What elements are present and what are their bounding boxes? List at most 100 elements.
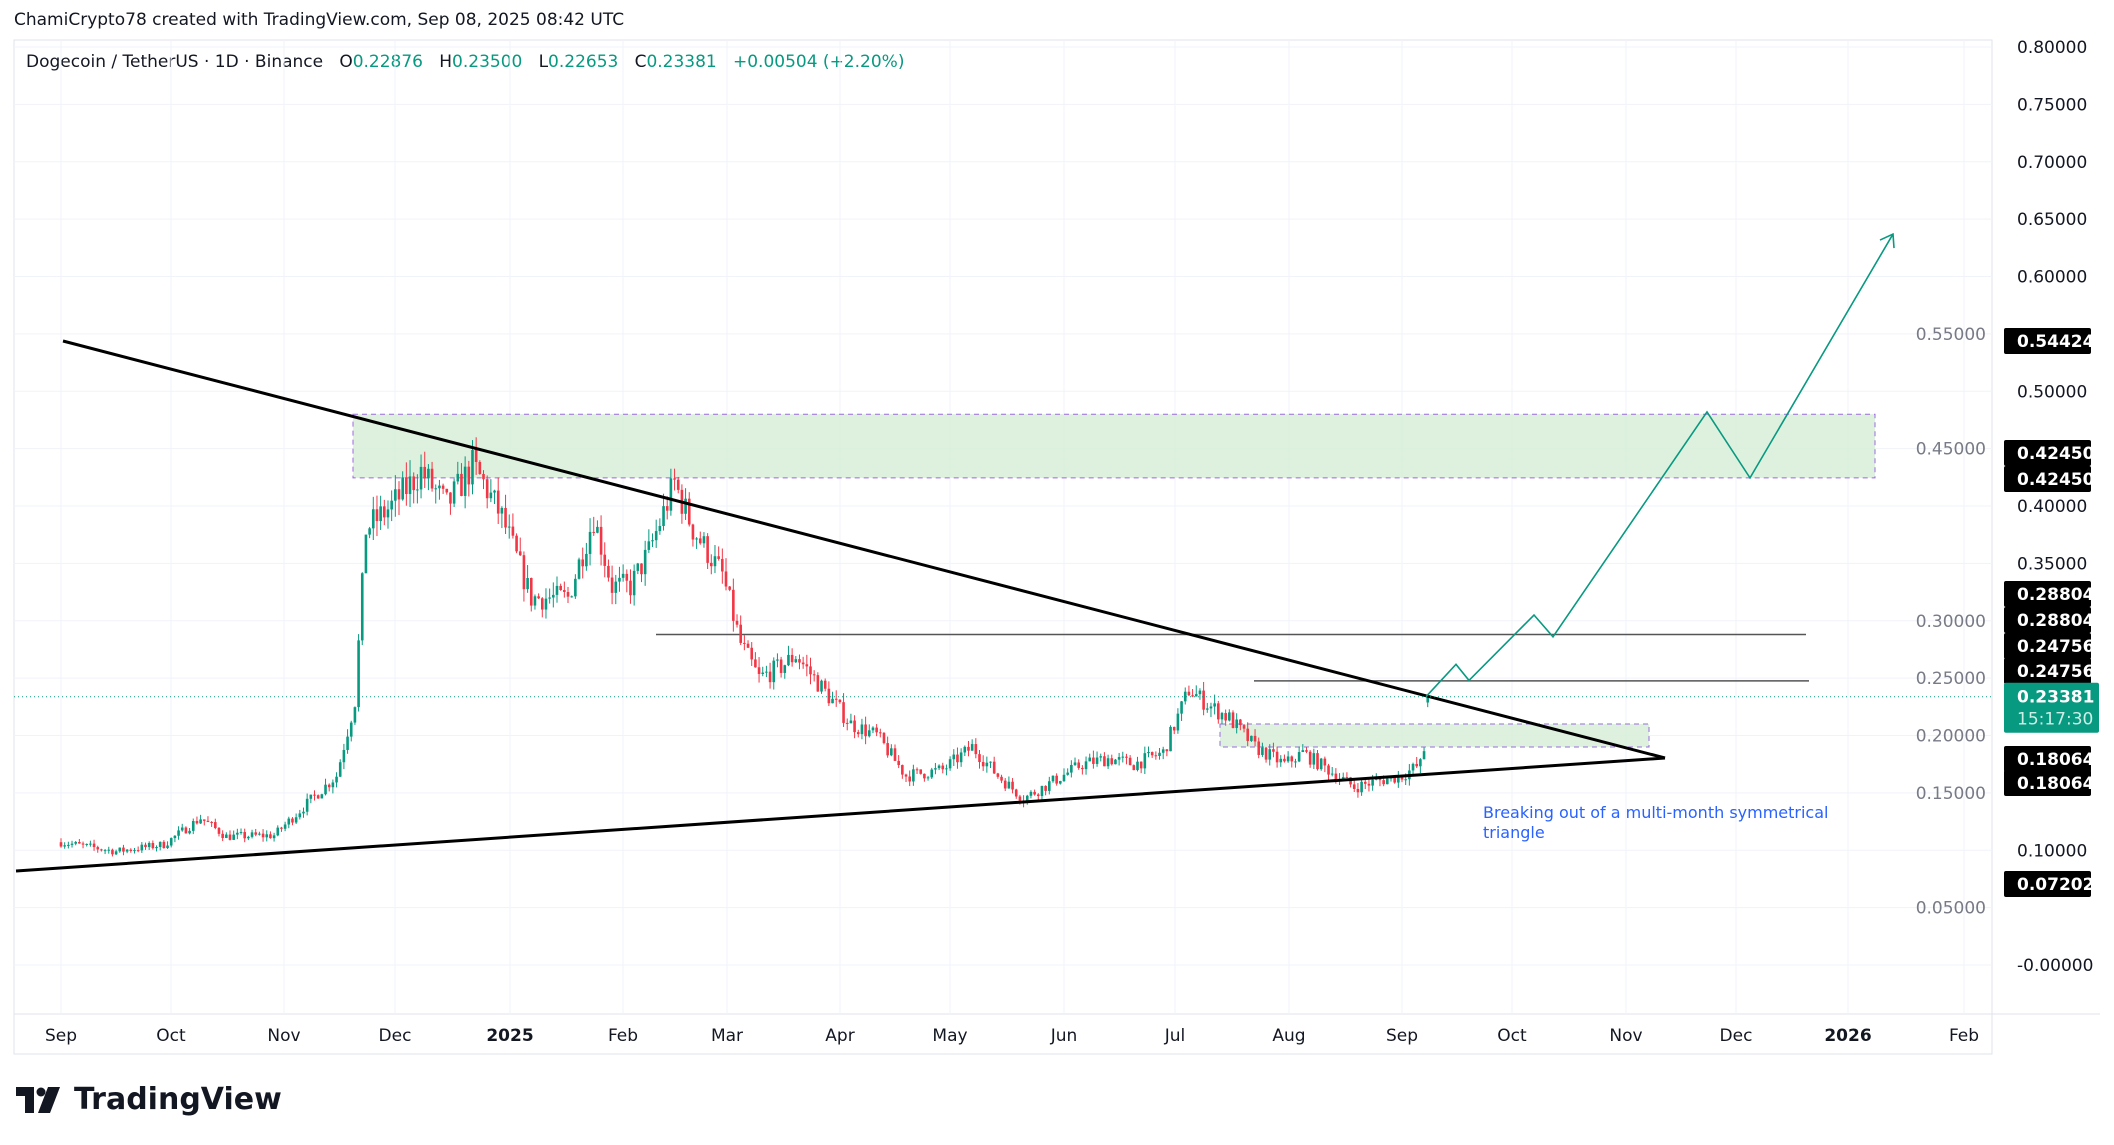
price-label-box bbox=[2004, 658, 2091, 684]
candle-body bbox=[474, 449, 478, 462]
y-tick-label: 0.45000 bbox=[1916, 440, 1986, 460]
candle-body bbox=[1018, 796, 1022, 801]
candle-body bbox=[974, 744, 978, 755]
candle-body bbox=[496, 490, 500, 514]
candle-body bbox=[779, 659, 783, 673]
candle-body bbox=[801, 662, 805, 665]
candle-body bbox=[59, 842, 63, 847]
candle-body bbox=[169, 838, 173, 846]
candle-body bbox=[798, 659, 801, 663]
candle-body bbox=[500, 507, 504, 514]
candle-body bbox=[1242, 725, 1246, 729]
candle-body bbox=[1224, 713, 1227, 721]
candle-body bbox=[1352, 784, 1356, 789]
candle-body bbox=[518, 551, 522, 556]
y-tick-label: 0.05000 bbox=[1916, 899, 1986, 919]
ascending-trendline bbox=[15, 756, 1666, 873]
candle-body bbox=[956, 754, 959, 763]
candle-body bbox=[89, 843, 92, 845]
candle-body bbox=[728, 586, 731, 590]
price-label: 0.42450 bbox=[2017, 444, 2095, 464]
x-tick-label: Dec bbox=[1720, 1026, 1753, 1046]
candle-body bbox=[1327, 765, 1330, 775]
candle-body bbox=[614, 581, 618, 593]
candle-body bbox=[357, 640, 360, 708]
candle-body bbox=[897, 760, 900, 766]
candle-body bbox=[537, 596, 540, 599]
candle-body bbox=[588, 531, 592, 554]
candle-body bbox=[882, 732, 886, 744]
candle-body bbox=[1308, 751, 1312, 765]
candle-body bbox=[427, 468, 430, 479]
tradingview-logo-icon bbox=[16, 1086, 60, 1113]
candle-body bbox=[647, 541, 651, 550]
candle-body bbox=[74, 841, 77, 844]
candle-body bbox=[1378, 778, 1382, 781]
candle-body bbox=[1305, 750, 1308, 752]
candle-body bbox=[967, 746, 970, 751]
candle-body bbox=[1088, 757, 1092, 762]
candle-body bbox=[287, 818, 291, 825]
candle-body bbox=[765, 671, 768, 673]
candle-body bbox=[599, 526, 603, 555]
tradingview-logo[interactable]: TradingView bbox=[16, 1082, 282, 1117]
candle-body bbox=[100, 849, 103, 851]
candle-body bbox=[1132, 765, 1136, 771]
last-price-box bbox=[2004, 682, 2099, 733]
candle-body bbox=[676, 479, 680, 490]
candle-body bbox=[383, 506, 386, 518]
candle-body bbox=[1106, 758, 1110, 767]
candle-body bbox=[640, 563, 643, 575]
candle-body bbox=[114, 851, 118, 855]
symbol-name[interactable]: Dogecoin / TetherUS · 1D · Binance bbox=[26, 52, 324, 72]
candle-body bbox=[904, 774, 908, 777]
price-label: 0.42450 bbox=[2017, 470, 2095, 490]
candle-body bbox=[845, 722, 849, 724]
candle-body bbox=[283, 824, 287, 829]
candle-body bbox=[478, 461, 482, 474]
candle-body bbox=[294, 817, 298, 823]
candle-body bbox=[930, 769, 934, 778]
candle-body bbox=[948, 759, 952, 769]
price-label-box bbox=[2004, 871, 2091, 897]
low-value: 0.22653 bbox=[548, 52, 619, 72]
chart-credit: ChamiCrypto78 created with TradingView.c… bbox=[14, 10, 625, 30]
candle-body bbox=[548, 597, 551, 599]
candle-body bbox=[1070, 764, 1073, 773]
candle-body bbox=[214, 822, 217, 828]
candle-body bbox=[1011, 781, 1014, 790]
candle-body bbox=[515, 535, 518, 552]
candle-body bbox=[915, 769, 919, 771]
candle-body bbox=[1393, 775, 1396, 783]
candle-body bbox=[1294, 761, 1297, 763]
candle-body bbox=[952, 754, 956, 760]
candle-body bbox=[768, 671, 772, 683]
price-label-box bbox=[2004, 607, 2091, 633]
candle-body bbox=[1095, 757, 1099, 764]
price-label-box bbox=[2004, 581, 2091, 607]
candle-body bbox=[1330, 773, 1334, 775]
candle-body bbox=[654, 531, 658, 541]
x-tick-label: Sep bbox=[1386, 1026, 1418, 1046]
candle-body bbox=[570, 596, 573, 598]
candle-body bbox=[581, 559, 585, 567]
candle-body bbox=[107, 849, 111, 851]
candle-body bbox=[228, 834, 232, 840]
candle-body bbox=[247, 836, 250, 839]
open-value: 0.22876 bbox=[352, 52, 424, 72]
close-value: 0.23381 bbox=[646, 52, 717, 72]
candle-body bbox=[934, 768, 937, 770]
candle-body bbox=[1125, 756, 1128, 758]
candle-body bbox=[1261, 747, 1264, 755]
candle-body bbox=[375, 509, 379, 522]
x-tick-label: Nov bbox=[1609, 1026, 1642, 1046]
candle-body bbox=[1147, 752, 1150, 754]
candle-body bbox=[471, 449, 474, 485]
candle-body bbox=[1081, 767, 1084, 770]
candle-body bbox=[1092, 757, 1095, 764]
candle-body bbox=[823, 680, 827, 689]
candle-body bbox=[706, 536, 709, 563]
candle-body bbox=[636, 563, 640, 571]
price-label-box bbox=[2004, 440, 2091, 466]
